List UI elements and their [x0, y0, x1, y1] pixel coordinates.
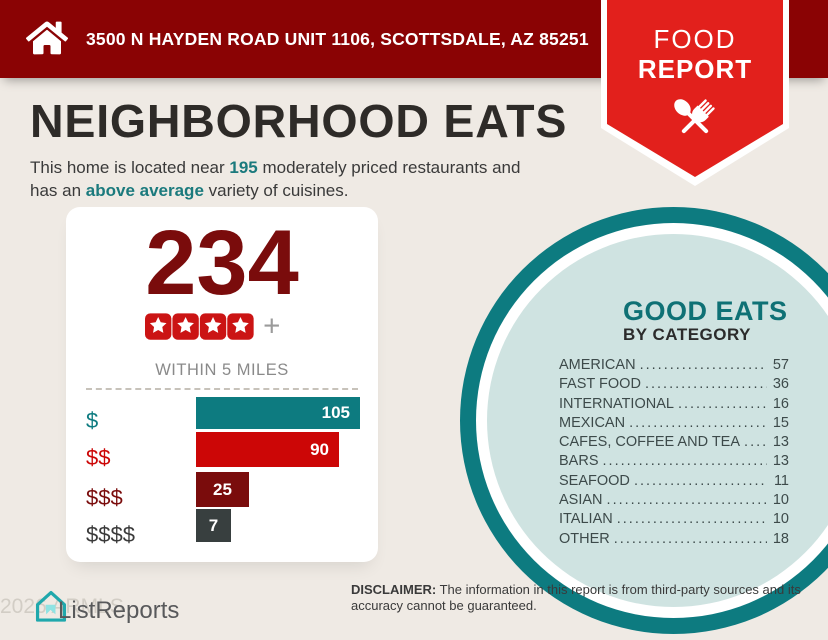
svg-text:+: +	[263, 310, 280, 342]
